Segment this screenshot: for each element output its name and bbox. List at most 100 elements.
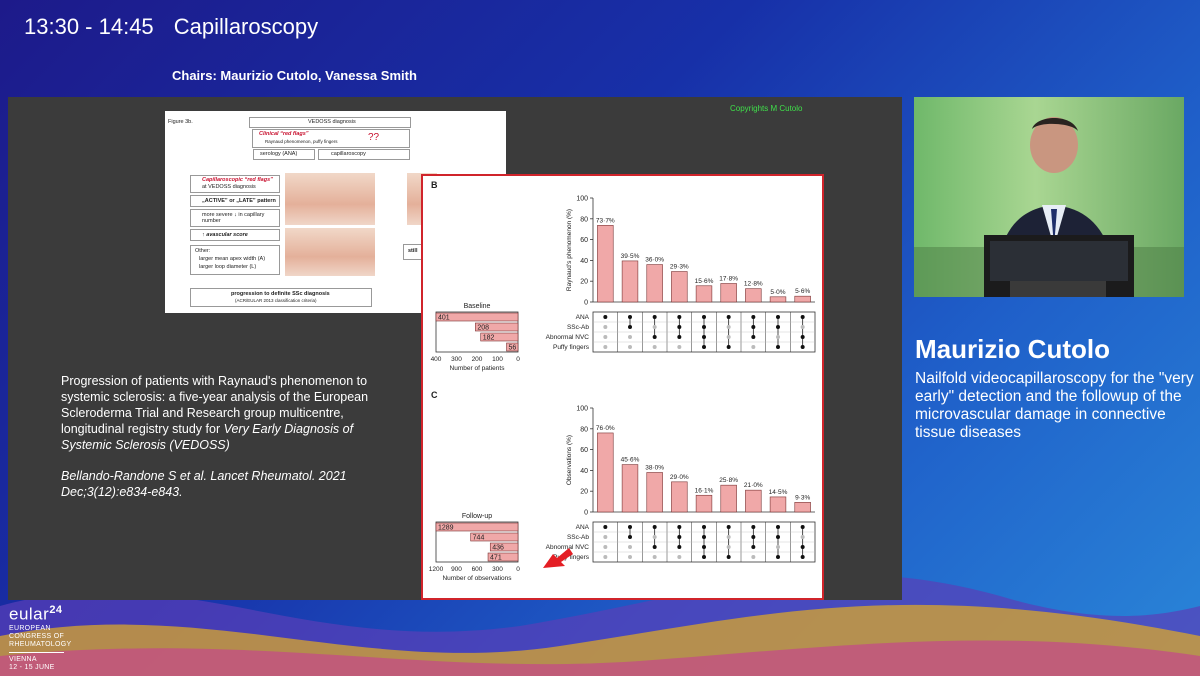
matrix-dot xyxy=(726,335,731,339)
panel-letter-c: C xyxy=(431,390,438,400)
capillaroscopy-image-1 xyxy=(285,173,375,225)
logo-line-3: RHEUMATOLOGY xyxy=(9,640,72,648)
more-severe-box: more severe ↓ in capillary number xyxy=(190,209,280,227)
logo-divider xyxy=(9,651,64,653)
set-size-tick-label: 300 xyxy=(492,566,503,573)
matrix-dot xyxy=(652,335,657,339)
matrix-dot xyxy=(751,335,756,339)
bar xyxy=(720,484,737,513)
question-marks: ?? xyxy=(368,132,380,143)
matrix-dot xyxy=(677,325,682,329)
vedoss-box: VEDOSS diagnosis xyxy=(249,117,411,128)
bar xyxy=(621,464,639,513)
cap-flags-subtext: at VEDOSS diagnosis xyxy=(202,184,256,190)
set-size-bar xyxy=(487,552,519,562)
matrix-dot xyxy=(751,315,756,319)
matrix-dot xyxy=(628,325,632,329)
set-size-tick-label: 400 xyxy=(431,356,442,363)
bar-value-label: 16·1% xyxy=(695,487,714,494)
clinical-text: Clinical “red flags” xyxy=(259,131,309,137)
bar xyxy=(597,432,614,513)
more-severe-text: more severe ↓ in capillary number xyxy=(202,212,265,224)
clinical-subtext: Raynaud phenomenon, puffy fingers xyxy=(265,139,338,144)
session-title: Capillaroscopy xyxy=(173,14,319,39)
set-size-bar xyxy=(435,522,519,532)
set-size-tick-label: 0 xyxy=(516,566,520,573)
red-arrow-icon xyxy=(543,548,573,568)
bar-value-label: 5·6% xyxy=(795,288,810,295)
bar xyxy=(769,296,787,303)
bar-value-label: 17·8% xyxy=(719,275,738,282)
bar-value-label: 38·0% xyxy=(645,464,664,471)
set-name-label: ANA xyxy=(576,314,590,321)
matrix-dot xyxy=(776,335,780,339)
other-item-2: larger loop diameter (L) xyxy=(199,264,257,270)
matrix-dot xyxy=(751,345,756,349)
bar xyxy=(671,271,688,303)
citation-text: Bellando-Randone S et al. Lancet Rheumat… xyxy=(61,469,347,499)
set-size-tick-label: 600 xyxy=(472,566,483,573)
other-text: Other: xyxy=(195,248,211,254)
matrix-dot xyxy=(628,525,632,529)
matrix-dot xyxy=(751,555,756,559)
talk-title: Nailfold videocapillaroscopy for the "ve… xyxy=(915,370,1194,441)
bar xyxy=(597,225,614,303)
set-size-bar xyxy=(470,532,519,542)
bar-value-label: 15·6% xyxy=(695,278,714,285)
bar-value-label: 5·0% xyxy=(770,289,785,296)
bar-value-label: 45·6% xyxy=(621,457,640,464)
matrix-dot xyxy=(628,335,632,339)
copyright-notice: Copyrights M Cutolo xyxy=(730,104,803,113)
bar xyxy=(745,489,762,513)
set-name-label: Puffy fingers xyxy=(553,344,590,351)
logo-year: 24 xyxy=(49,604,63,616)
y-tick-label: 20 xyxy=(580,489,588,496)
logo-line-2: CONGRESS OF xyxy=(9,632,65,640)
other-box: Other: larger mean apex width (A) larger… xyxy=(190,245,280,275)
matrix-dot xyxy=(702,315,706,319)
presentation-slide: Copyrights M Cutolo Figure 3b. VEDOSS di… xyxy=(8,97,902,600)
set-size-title: Follow-up xyxy=(462,513,492,520)
matrix-dot xyxy=(677,545,682,549)
speaker-name: Maurizio Cutolo xyxy=(915,334,1110,364)
y-tick-label: 0 xyxy=(584,510,588,517)
y-tick-label: 100 xyxy=(576,196,588,203)
set-size-frame xyxy=(435,521,519,563)
y-tick-label: 0 xyxy=(584,300,588,307)
bar-value-label: 12·8% xyxy=(744,281,763,288)
y-tick-label: 80 xyxy=(580,426,588,433)
speaker-video xyxy=(914,97,1184,297)
matrix-dot xyxy=(603,325,608,329)
set-name-label: Puffy fingers xyxy=(553,554,590,561)
y-tick-label: 60 xyxy=(580,237,588,244)
matrix-dot xyxy=(800,525,805,529)
matrix-dot xyxy=(603,345,608,349)
session-header: 13:30 - 14:45 Capillaroscopy xyxy=(24,14,332,40)
set-size-value: 744 xyxy=(473,535,485,542)
set-size-bar xyxy=(480,332,519,342)
matrix-dot xyxy=(751,535,756,539)
matrix-dot xyxy=(776,325,780,329)
panel-letter-b: B xyxy=(431,180,438,190)
matrix-dot xyxy=(628,545,632,549)
set-size-tick-label: 900 xyxy=(451,566,462,573)
progression-text: progression to definite SSc diagnosis xyxy=(231,291,330,297)
matrix-dot xyxy=(800,555,805,559)
matrix-dot xyxy=(726,535,731,539)
matrix-dot xyxy=(800,535,805,539)
set-size-bar xyxy=(475,322,519,332)
bar xyxy=(720,283,737,303)
eular-logo: eular24 EUROPEAN CONGRESS OF RHEUMATOLOG… xyxy=(9,604,71,672)
matrix-dot xyxy=(702,335,706,339)
set-name-label: SSc-Ab xyxy=(567,534,589,541)
matrix-dot xyxy=(677,315,682,319)
bar-value-label: 21·0% xyxy=(744,482,763,489)
speaker-video-frame xyxy=(914,97,1184,297)
matrix-dot xyxy=(603,555,608,559)
matrix-dot xyxy=(628,535,632,539)
matrix-dot xyxy=(652,325,657,329)
matrix-dot xyxy=(726,545,731,549)
matrix-dot xyxy=(726,315,731,319)
set-size-bar xyxy=(489,542,519,552)
matrix-dot xyxy=(652,545,657,549)
